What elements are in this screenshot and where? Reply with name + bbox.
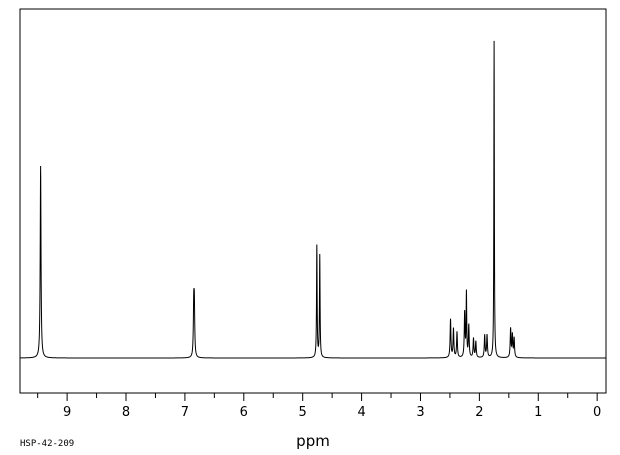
x-tick-label: 1 [534,405,542,420]
spectrum-trace [20,40,606,359]
x-tick-label: 3 [416,405,424,420]
x-axis-ticks: 9 8 7 6 5 4 3 2 1 0 [37,393,601,420]
x-tick-label: 5 [299,405,307,420]
x-tick-label: 6 [240,405,248,420]
x-axis-label: ppm [296,432,330,450]
x-tick-label: 4 [357,405,365,420]
x-tick-label: 2 [475,405,483,420]
x-tick-label: 9 [63,405,71,420]
x-tick-label: 0 [593,405,601,420]
plot-frame [19,8,607,394]
x-tick-label: 7 [181,405,189,420]
x-tick-label: 8 [122,405,130,420]
spectrum-code-label: HSP-42-209 [20,439,74,449]
